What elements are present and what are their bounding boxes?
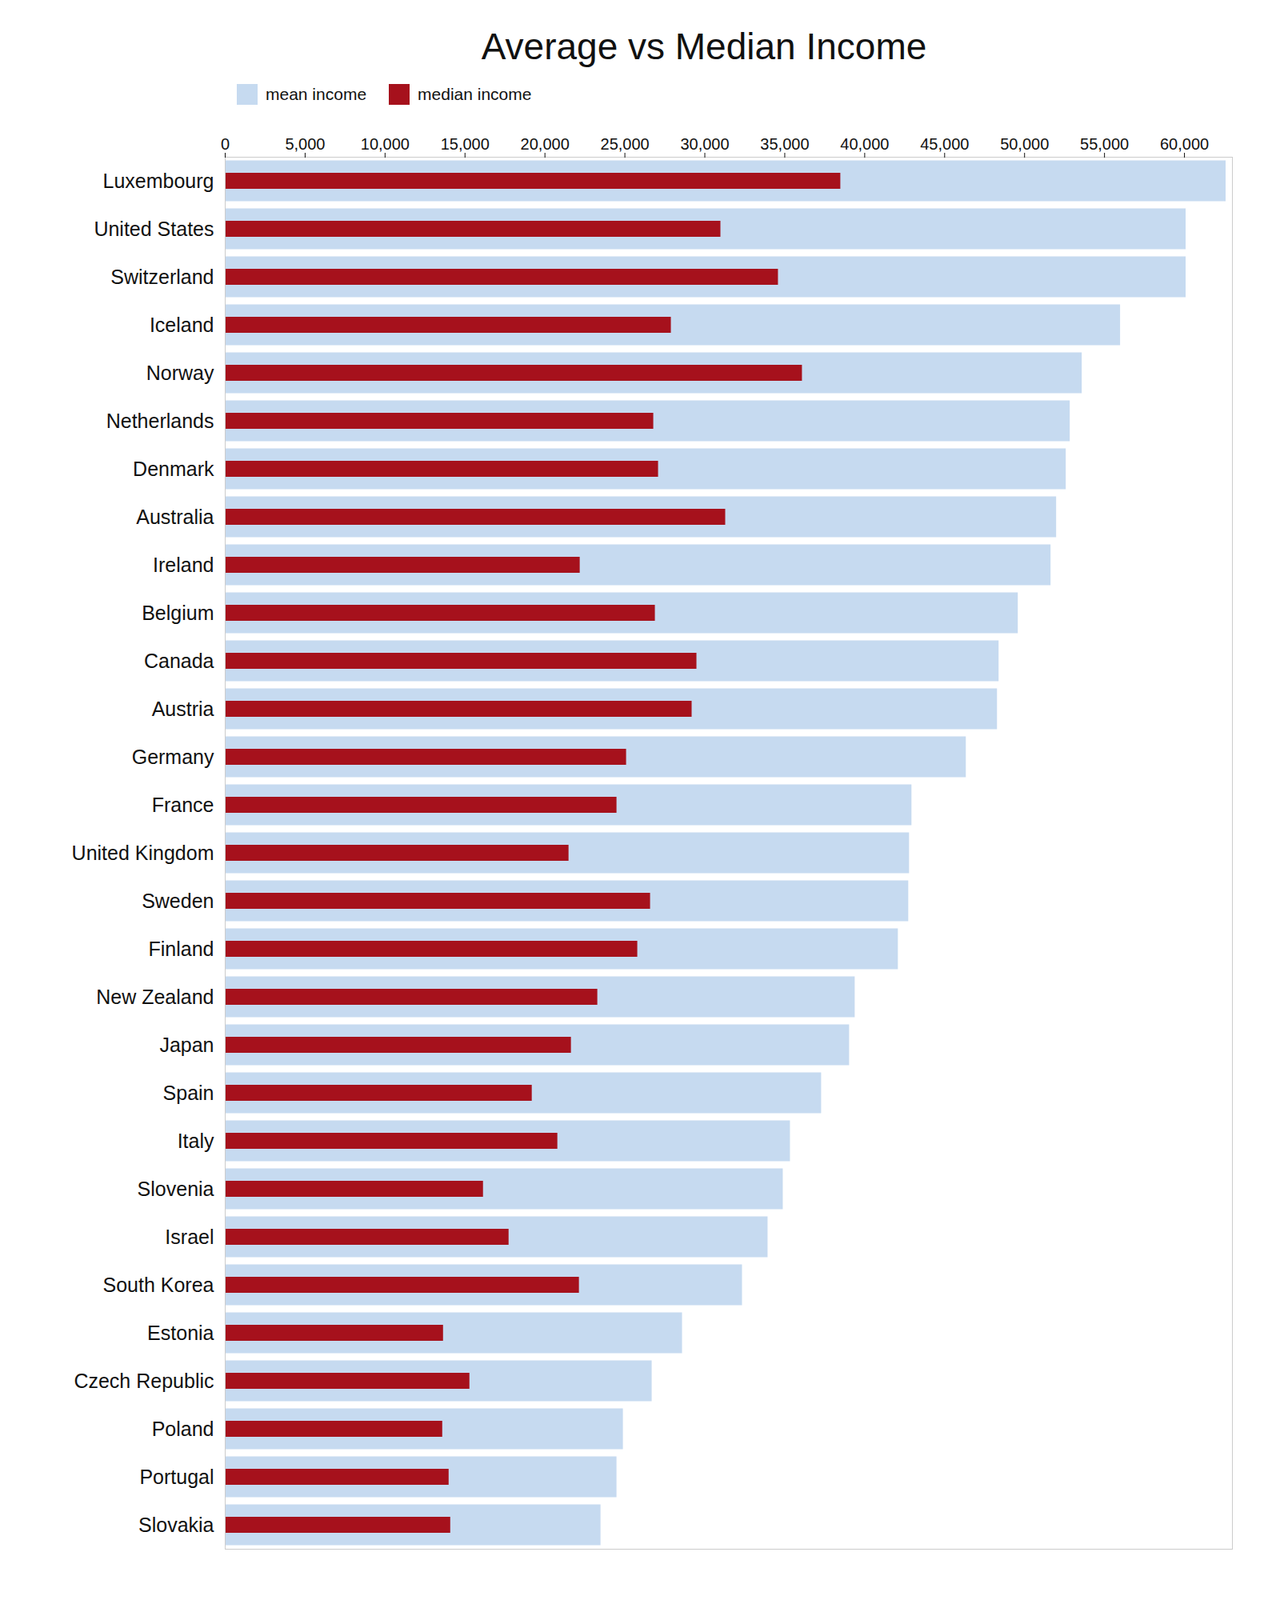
svg-text:45,000: 45,000: [920, 135, 969, 153]
svg-text:Denmark: Denmark: [132, 457, 215, 480]
svg-text:South Korea: South Korea: [103, 1273, 215, 1296]
svg-text:Belgium: Belgium: [141, 601, 214, 624]
svg-text:Ireland: Ireland: [152, 553, 214, 576]
svg-text:Austria: Austria: [152, 697, 215, 720]
svg-text:10,000: 10,000: [360, 135, 410, 153]
svg-text:60,000: 60,000: [1160, 135, 1209, 153]
svg-text:0: 0: [220, 135, 230, 153]
svg-text:40,000: 40,000: [840, 135, 889, 153]
svg-text:Switzerland: Switzerland: [110, 265, 214, 288]
svg-text:Poland: Poland: [152, 1417, 215, 1440]
svg-text:Spain: Spain: [163, 1081, 215, 1104]
svg-text:30,000: 30,000: [680, 135, 729, 153]
svg-text:Czech Republic: Czech Republic: [73, 1369, 214, 1392]
svg-text:35,000: 35,000: [760, 135, 809, 153]
svg-text:Israel: Israel: [164, 1225, 214, 1248]
svg-text:Italy: Italy: [177, 1129, 215, 1152]
svg-text:Sweden: Sweden: [141, 889, 214, 912]
html-text:mean income: mean income: [265, 84, 367, 104]
svg-text:Germany: Germany: [132, 745, 215, 768]
svg-text:Estonia: Estonia: [147, 1321, 214, 1344]
svg-text:Norway: Norway: [146, 361, 215, 384]
svg-text:Portugal: Portugal: [139, 1465, 214, 1488]
svg-text:Slovenia: Slovenia: [137, 1177, 215, 1200]
svg-text:Luxembourg: Luxembourg: [103, 169, 215, 192]
svg-text:Iceland: Iceland: [149, 313, 215, 336]
svg-text:United States: United States: [93, 217, 214, 240]
svg-text:20,000: 20,000: [520, 135, 570, 153]
svg-text:25,000: 25,000: [600, 135, 650, 153]
svg-text:New Zealand: New Zealand: [96, 985, 214, 1008]
svg-text:Netherlands: Netherlands: [106, 409, 215, 432]
svg-text:United Kingdom: United Kingdom: [72, 841, 215, 864]
svg-text:Japan: Japan: [159, 1033, 214, 1056]
svg-text:Finland: Finland: [148, 937, 215, 960]
svg-text:Slovakia: Slovakia: [138, 1513, 215, 1536]
svg-text:55,000: 55,000: [1080, 135, 1129, 153]
svg-text:15,000: 15,000: [440, 135, 490, 153]
svg-text:5,000: 5,000: [284, 135, 325, 153]
svg-text:France: France: [152, 793, 215, 816]
svg-text:Australia: Australia: [136, 505, 214, 528]
svg-text:50,000: 50,000: [1000, 135, 1049, 153]
svg-text:Canada: Canada: [144, 649, 215, 672]
html-text:median income: median income: [417, 84, 532, 104]
html-text:Average vs Median Income: Average vs Median Income: [481, 25, 927, 68]
